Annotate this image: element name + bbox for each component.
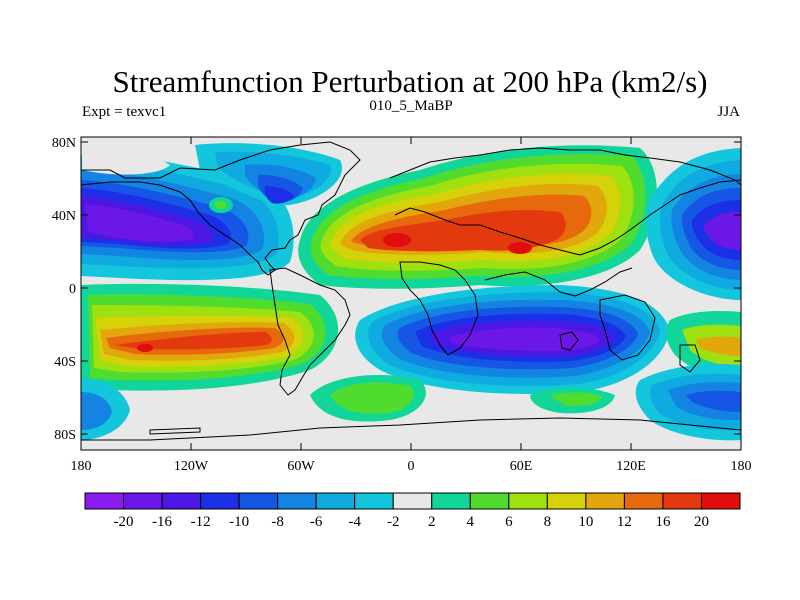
lat-tick-label: 80N (52, 136, 76, 151)
lat-tick-label: 0 (69, 282, 76, 297)
contour-south-blobs (310, 310, 741, 441)
lat-tick-label: 80S (54, 428, 76, 443)
lon-tick-label: 180 (71, 459, 92, 474)
colorbar-label: -4 (348, 514, 361, 530)
colorbar-swatch (277, 492, 317, 510)
contour-pacific-low (646, 148, 741, 300)
longitude-axis (80, 137, 742, 450)
colorbar-swatch (700, 492, 741, 510)
colorbar-swatch (585, 492, 625, 510)
coastlines (81, 141, 741, 441)
colorbar-label: -12 (191, 514, 211, 530)
contour-na-blue (195, 143, 342, 213)
lon-tick-label: 120W (174, 459, 209, 474)
colorbar-label: -8 (271, 514, 284, 530)
colorbar-label: -6 (310, 514, 323, 530)
map-panel (81, 137, 741, 450)
case-label: 010_5_MaBP (369, 98, 452, 114)
lon-tick-label: 120E (616, 459, 646, 474)
colorbar-swatch (469, 492, 510, 510)
colorbar-label: 12 (617, 514, 632, 530)
contour-eurasia-high (298, 145, 657, 289)
colorbar-label: 8 (544, 514, 552, 530)
contour-south-pacific-high (81, 283, 339, 450)
contour-south-indian-low (355, 285, 670, 394)
colorbar-swatch (662, 492, 702, 510)
lat-tick-label: 40S (54, 355, 76, 370)
colorbar-label: 2 (428, 514, 436, 530)
colorbar-label: -16 (152, 514, 172, 530)
colorbar-swatch (623, 492, 664, 510)
colorbar-swatch (354, 492, 394, 510)
colorbar-swatch (392, 492, 433, 510)
colorbar-swatch (161, 492, 202, 510)
latitude-axis (81, 141, 741, 435)
colorbar-swatch (546, 492, 587, 510)
season-label: JJA (717, 104, 740, 120)
colorbar-swatch (238, 492, 279, 510)
figure-title: Streamfunction Perturbation at 200 hPa (… (113, 64, 708, 99)
colorbar-label: -2 (387, 514, 400, 530)
colorbar-swatch (123, 492, 163, 510)
colorbar-swatch (84, 492, 125, 510)
contour-na-low (81, 147, 294, 281)
colorbar-swatch (315, 492, 356, 510)
colorbar-label: 10 (578, 514, 593, 530)
colorbar-swatch (431, 492, 471, 510)
lon-tick-label: 0 (408, 459, 415, 474)
colorbar-label: 6 (505, 514, 513, 530)
colorbar-label: 16 (655, 514, 671, 530)
colorbar (84, 492, 741, 510)
lon-tick-label: 180 (731, 459, 752, 474)
colorbar-swatch (200, 492, 240, 510)
lon-tick-label: 60W (287, 459, 315, 474)
lat-tick-label: 40N (52, 209, 76, 224)
colorbar-label: 4 (467, 514, 475, 530)
colorbar-label: -10 (229, 514, 249, 530)
colorbar-swatch (508, 492, 548, 510)
colorbar-labels: -20 -16 -12 -10 -8 -6 -4 -2 2 4 6 8 10 12 16 20 (114, 514, 709, 530)
experiment-label: Expt = texvc1 (82, 104, 166, 120)
colorbar-label: 20 (694, 514, 709, 530)
colorbar-label: -20 (114, 514, 134, 530)
lon-tick-label: 60E (510, 459, 533, 474)
